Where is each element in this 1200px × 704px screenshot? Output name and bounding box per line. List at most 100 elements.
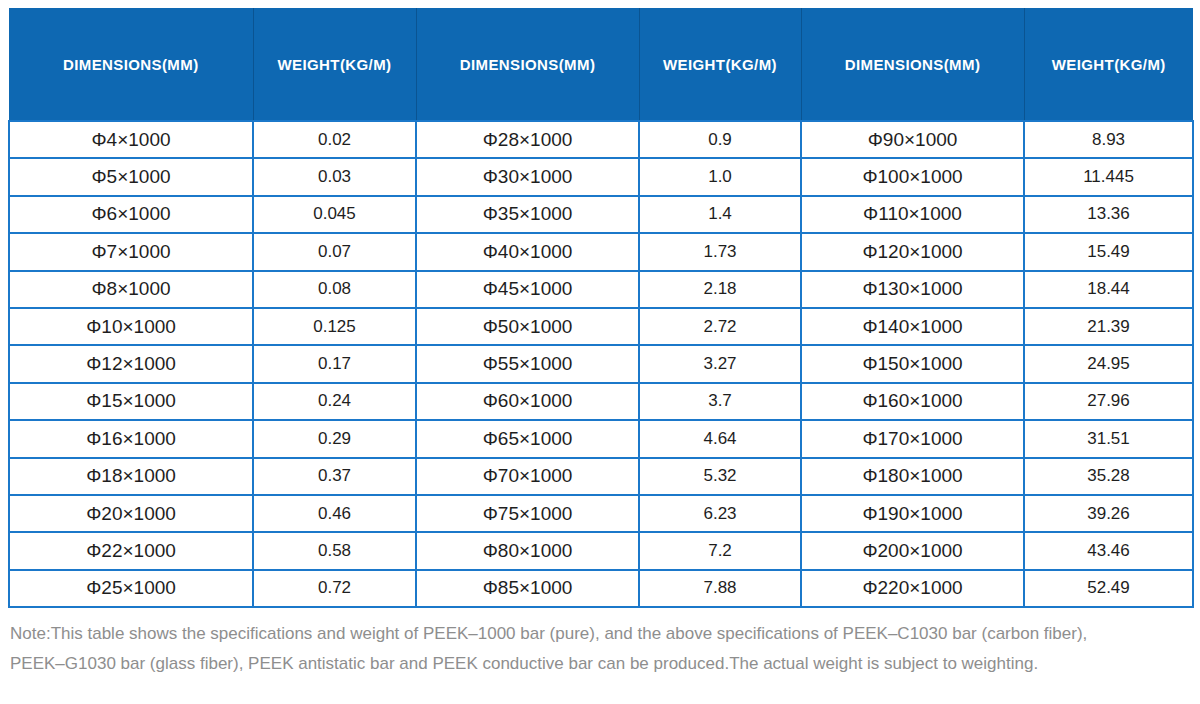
dimension-cell: Φ7×1000: [9, 233, 253, 270]
table-row: Φ8×10000.08Φ45×10002.18Φ130×100018.44: [9, 271, 1193, 308]
dimension-cell: Φ120×1000: [801, 233, 1024, 270]
table-row: Φ20×10000.46Φ75×10006.23Φ190×100039.26: [9, 495, 1193, 532]
header-dimensions-2: DIMENSIONS(MM): [416, 8, 639, 121]
dimension-cell: Φ6×1000: [9, 196, 253, 233]
weight-cell: 1.0: [639, 158, 801, 195]
header-weight-1: WEIGHT(KG/M): [253, 8, 416, 121]
dimension-cell: Φ20×1000: [9, 495, 253, 532]
table-row: Φ12×10000.17Φ55×10003.27Φ150×100024.95: [9, 345, 1193, 382]
dimension-cell: Φ22×1000: [9, 532, 253, 569]
weight-cell: 3.7: [639, 383, 801, 420]
dimension-cell: Φ150×1000: [801, 345, 1024, 382]
weight-cell: 0.03: [253, 158, 416, 195]
weight-cell: 27.96: [1024, 383, 1193, 420]
dimension-cell: Φ90×1000: [801, 121, 1024, 158]
weight-cell: 1.4: [639, 196, 801, 233]
weight-cell: 0.02: [253, 121, 416, 158]
dimension-cell: Φ220×1000: [801, 570, 1024, 607]
weight-cell: 7.88: [639, 570, 801, 607]
dimension-cell: Φ60×1000: [416, 383, 639, 420]
weight-cell: 0.08: [253, 271, 416, 308]
weight-cell: 8.93: [1024, 121, 1193, 158]
dimension-cell: Φ130×1000: [801, 271, 1024, 308]
dimension-cell: Φ35×1000: [416, 196, 639, 233]
weight-cell: 0.29: [253, 420, 416, 457]
note-line-2: PEEK–G1030 bar (glass fiber), PEEK antis…: [10, 649, 1192, 679]
dimension-cell: Φ15×1000: [9, 383, 253, 420]
table-row: Φ10×10000.125Φ50×10002.72Φ140×100021.39: [9, 308, 1193, 345]
dimension-cell: Φ4×1000: [9, 121, 253, 158]
weight-cell: 31.51: [1024, 420, 1193, 457]
table-row: Φ7×10000.07Φ40×10001.73Φ120×100015.49: [9, 233, 1193, 270]
weight-cell: 52.49: [1024, 570, 1193, 607]
dimension-cell: Φ30×1000: [416, 158, 639, 195]
weight-cell: 0.07: [253, 233, 416, 270]
weight-cell: 6.23: [639, 495, 801, 532]
weight-cell: 0.37: [253, 458, 416, 495]
dimension-cell: Φ16×1000: [9, 420, 253, 457]
table-row: Φ16×10000.29Φ65×10004.64Φ170×100031.51: [9, 420, 1193, 457]
weight-cell: 43.46: [1024, 532, 1193, 569]
dimension-cell: Φ70×1000: [416, 458, 639, 495]
table-row: Φ15×10000.24Φ60×10003.7Φ160×100027.96: [9, 383, 1193, 420]
weight-cell: 18.44: [1024, 271, 1193, 308]
dimension-cell: Φ55×1000: [416, 345, 639, 382]
weight-cell: 4.64: [639, 420, 801, 457]
header-dimensions-1: DIMENSIONS(MM): [9, 8, 253, 121]
weight-cell: 0.46: [253, 495, 416, 532]
spec-table-header: DIMENSIONS(MM) WEIGHT(KG/M) DIMENSIONS(M…: [9, 8, 1193, 121]
header-dimensions-3: DIMENSIONS(MM): [801, 8, 1024, 121]
dimension-cell: Φ85×1000: [416, 570, 639, 607]
dimension-cell: Φ65×1000: [416, 420, 639, 457]
weight-cell: 0.125: [253, 308, 416, 345]
dimension-cell: Φ100×1000: [801, 158, 1024, 195]
dimension-cell: Φ18×1000: [9, 458, 253, 495]
weight-cell: 3.27: [639, 345, 801, 382]
table-row: Φ22×10000.58Φ80×10007.2Φ200×100043.46: [9, 532, 1193, 569]
weight-cell: 2.18: [639, 271, 801, 308]
table-row: Φ25×10000.72Φ85×10007.88Φ220×100052.49: [9, 570, 1193, 607]
weight-cell: 0.72: [253, 570, 416, 607]
weight-cell: 0.9: [639, 121, 801, 158]
dimension-cell: Φ110×1000: [801, 196, 1024, 233]
weight-cell: 21.39: [1024, 308, 1193, 345]
table-row: Φ6×10000.045Φ35×10001.4Φ110×100013.36: [9, 196, 1193, 233]
dimension-cell: Φ170×1000: [801, 420, 1024, 457]
dimension-cell: Φ160×1000: [801, 383, 1024, 420]
weight-cell: 7.2: [639, 532, 801, 569]
weight-cell: 13.36: [1024, 196, 1193, 233]
dimension-cell: Φ75×1000: [416, 495, 639, 532]
dimension-cell: Φ50×1000: [416, 308, 639, 345]
header-weight-3: WEIGHT(KG/M): [1024, 8, 1193, 121]
dimension-cell: Φ180×1000: [801, 458, 1024, 495]
spec-table-body: Φ4×10000.02Φ28×10000.9Φ90×10008.93Φ5×100…: [9, 121, 1193, 607]
dimension-cell: Φ5×1000: [9, 158, 253, 195]
dimension-cell: Φ45×1000: [416, 271, 639, 308]
weight-cell: 0.045: [253, 196, 416, 233]
dimension-cell: Φ25×1000: [9, 570, 253, 607]
table-row: Φ4×10000.02Φ28×10000.9Φ90×10008.93: [9, 121, 1193, 158]
weight-cell: 5.32: [639, 458, 801, 495]
weight-cell: 0.24: [253, 383, 416, 420]
dimension-cell: Φ12×1000: [9, 345, 253, 382]
header-weight-2: WEIGHT(KG/M): [639, 8, 801, 121]
note-line-1: Note:This table shows the specifications…: [10, 619, 1192, 649]
table-row: Φ5×10000.03Φ30×10001.0Φ100×100011.445: [9, 158, 1193, 195]
table-note: Note:This table shows the specifications…: [8, 619, 1192, 679]
weight-cell: 0.17: [253, 345, 416, 382]
header-row: DIMENSIONS(MM) WEIGHT(KG/M) DIMENSIONS(M…: [9, 8, 1193, 121]
dimension-cell: Φ200×1000: [801, 532, 1024, 569]
table-row: Φ18×10000.37Φ70×10005.32Φ180×100035.28: [9, 458, 1193, 495]
page: DIMENSIONS(MM) WEIGHT(KG/M) DIMENSIONS(M…: [0, 0, 1200, 687]
weight-cell: 24.95: [1024, 345, 1193, 382]
dimension-cell: Φ80×1000: [416, 532, 639, 569]
weight-cell: 35.28: [1024, 458, 1193, 495]
dimension-cell: Φ190×1000: [801, 495, 1024, 532]
dimension-cell: Φ8×1000: [9, 271, 253, 308]
weight-cell: 15.49: [1024, 233, 1193, 270]
dimension-cell: Φ140×1000: [801, 308, 1024, 345]
dimension-cell: Φ28×1000: [416, 121, 639, 158]
dimension-cell: Φ10×1000: [9, 308, 253, 345]
weight-cell: 11.445: [1024, 158, 1193, 195]
weight-cell: 1.73: [639, 233, 801, 270]
